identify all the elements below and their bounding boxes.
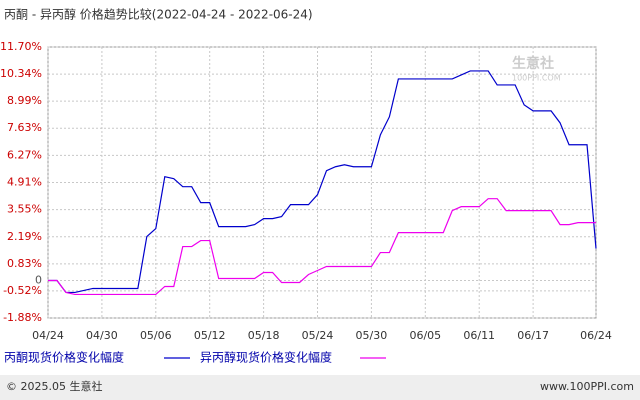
x-tick-label: 06/17 xyxy=(517,329,549,342)
y-tick-label: 3.55% xyxy=(7,203,42,216)
y-tick-label: 0.83% xyxy=(7,257,42,270)
y-tick-label: 2.19% xyxy=(7,230,42,243)
series-line xyxy=(48,70,597,294)
footer-band xyxy=(0,375,640,400)
y-tick-label: -1.88% xyxy=(3,311,42,324)
y-tick-label: 6.27% xyxy=(7,148,42,161)
legend-label: 异丙醇现货价格变化幅度 xyxy=(200,350,332,365)
x-tick-label: 05/12 xyxy=(194,329,226,342)
y-tick-label: 11.70% xyxy=(0,40,42,53)
chart-title: 丙酮 - 异丙醇 价格趋势比较(2022-04-24 - 2022-06-24) xyxy=(4,7,313,22)
x-tick-label: 06/05 xyxy=(409,329,441,342)
x-tick-label: 05/24 xyxy=(302,329,334,342)
x-tick-label: 06/11 xyxy=(463,329,495,342)
y-tick-label: 0 xyxy=(35,273,42,286)
series-line xyxy=(48,198,596,296)
x-tick-label: 04/30 xyxy=(86,329,118,342)
footer-copyright: © 2025.05 生意社 xyxy=(6,379,102,393)
footer-site: www.100PPI.com xyxy=(540,380,634,393)
y-tick-label: 8.99% xyxy=(7,94,42,107)
y-tick-label: 7.63% xyxy=(7,121,42,134)
x-tick-label: 05/06 xyxy=(140,329,172,342)
x-tick-label: 05/18 xyxy=(248,329,280,342)
y-tick-label: 4.91% xyxy=(7,176,42,189)
x-tick-label: 05/30 xyxy=(356,329,388,342)
x-tick-label: 04/24 xyxy=(32,329,64,342)
y-tick-label: 10.34% xyxy=(0,67,42,80)
y-tick-label: -0.52% xyxy=(3,284,42,297)
x-tick-label: 06/24 xyxy=(580,329,612,342)
watermark-site: 100PPI.COM xyxy=(512,74,561,83)
legend-label: 丙酮现货价格变化幅度 xyxy=(4,350,124,365)
